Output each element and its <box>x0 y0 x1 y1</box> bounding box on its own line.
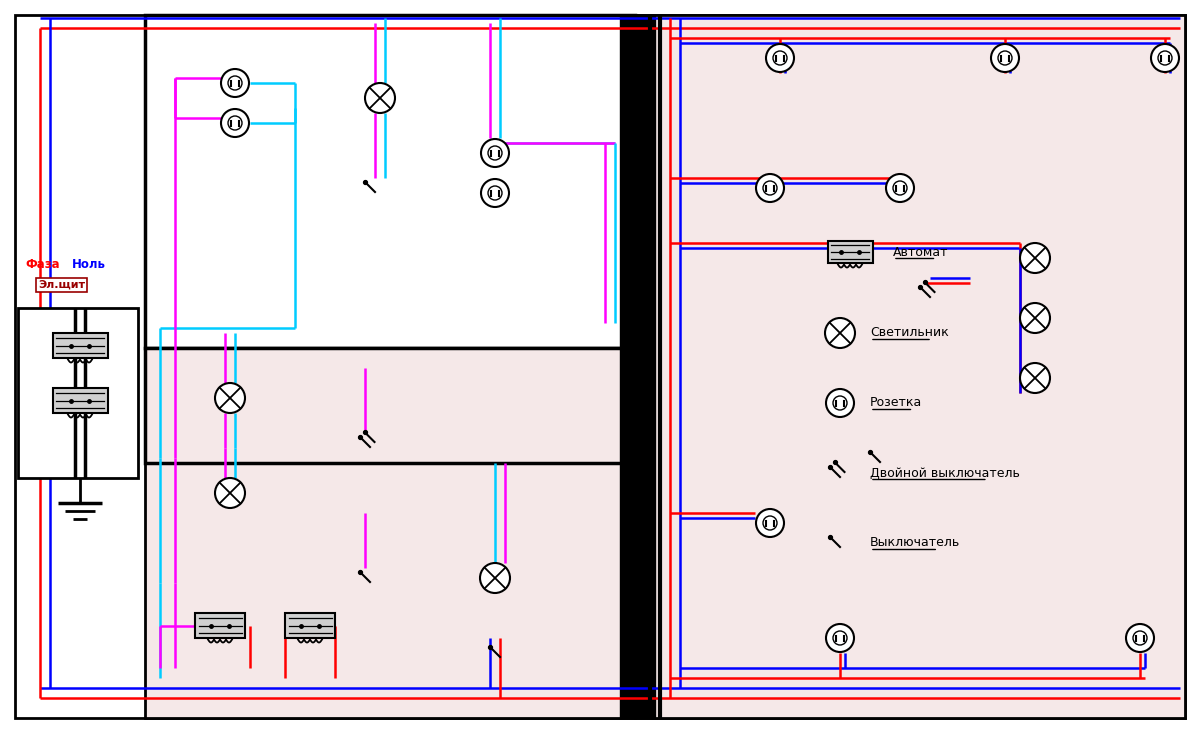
Bar <box>620 15 655 718</box>
Bar <box>194 613 245 638</box>
Circle shape <box>991 44 1019 72</box>
Circle shape <box>826 318 854 348</box>
Bar <box>145 15 635 348</box>
Bar <box>145 348 635 463</box>
Bar <box>828 241 872 263</box>
Text: Двойной выключатель: Двойной выключатель <box>870 466 1020 479</box>
Circle shape <box>221 109 250 137</box>
Text: Розетка: Розетка <box>870 397 923 410</box>
Bar <box>145 463 635 718</box>
Text: Автомат: Автомат <box>893 246 948 259</box>
Circle shape <box>766 44 794 72</box>
Circle shape <box>215 383 245 413</box>
Bar <box>18 308 138 478</box>
Circle shape <box>756 174 784 202</box>
Text: Эл.щит: Эл.щит <box>38 280 85 290</box>
Bar <box>53 333 108 358</box>
Circle shape <box>365 83 395 113</box>
Bar <box>635 15 1186 718</box>
Bar <box>286 613 335 638</box>
Circle shape <box>886 174 914 202</box>
Circle shape <box>756 509 784 537</box>
Circle shape <box>1020 303 1050 333</box>
Circle shape <box>215 478 245 508</box>
Circle shape <box>1020 363 1050 393</box>
Circle shape <box>1126 624 1154 652</box>
Text: Выключатель: Выключатель <box>870 537 960 550</box>
Text: Фаза: Фаза <box>25 258 60 271</box>
Circle shape <box>221 69 250 97</box>
Circle shape <box>1020 243 1050 273</box>
Text: Светильник: Светильник <box>870 326 949 339</box>
Text: Ноль: Ноль <box>72 258 106 271</box>
Circle shape <box>480 563 510 593</box>
Circle shape <box>481 179 509 207</box>
Circle shape <box>826 624 854 652</box>
Circle shape <box>826 389 854 417</box>
Text: Автомат: Автомат <box>893 246 948 259</box>
Circle shape <box>481 139 509 167</box>
Bar <box>53 388 108 413</box>
Circle shape <box>1151 44 1178 72</box>
